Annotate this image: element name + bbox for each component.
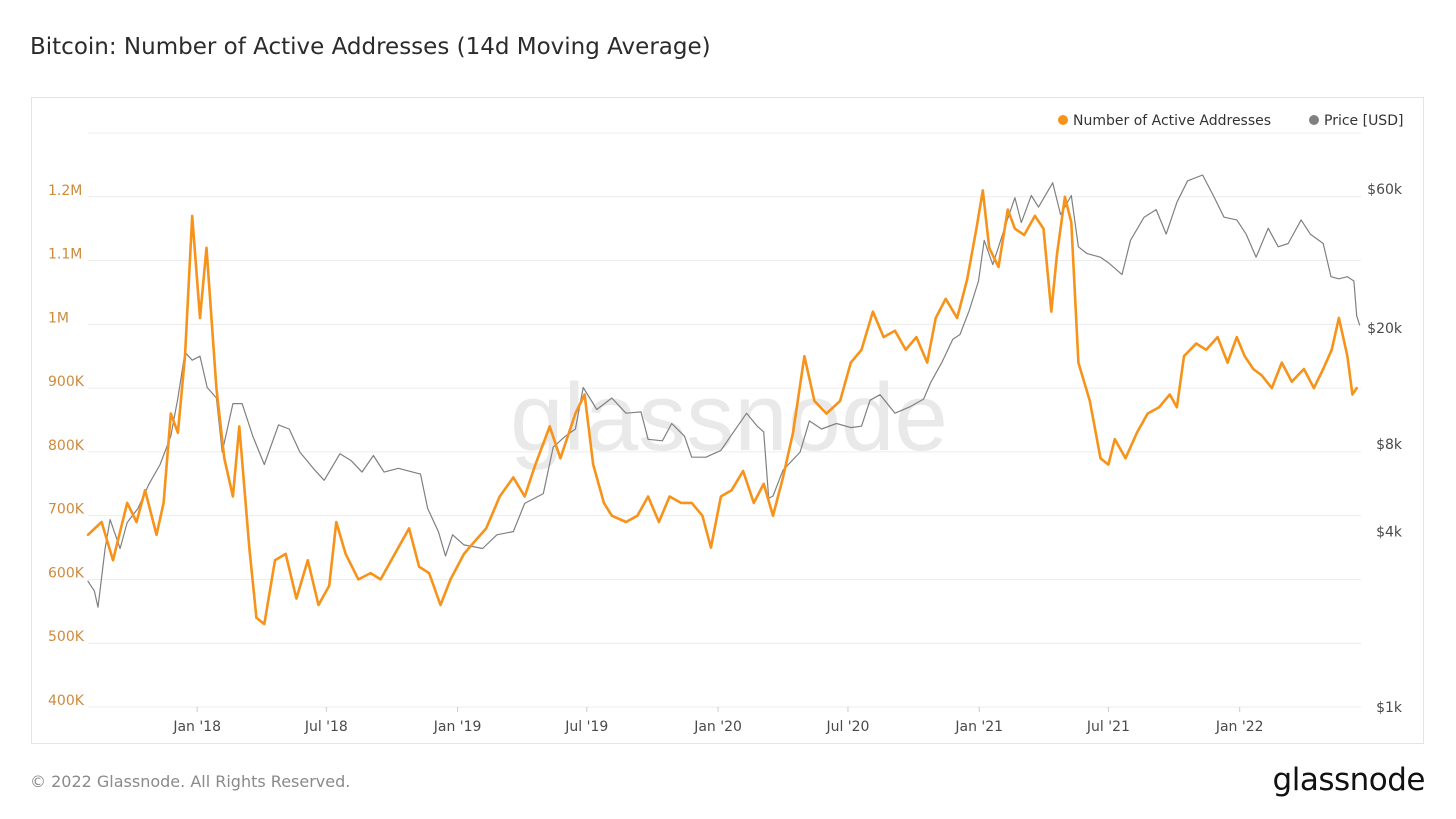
- copyright-text: © 2022 Glassnode. All Rights Reserved.: [30, 772, 351, 791]
- left-axis-tick-label: 400K: [48, 693, 85, 709]
- left-axis-tick-label: 1.1M: [48, 247, 82, 263]
- series-layer: [86, 174, 1361, 626]
- x-axis-tick-label: Jul '21: [1086, 719, 1130, 735]
- watermark: glassnode: [510, 364, 948, 471]
- right-axis-tick-label: $20k: [1367, 321, 1403, 337]
- chart-container: glassnode 400K 500K 600K 700K 800K 900K 1M 1.1M…: [31, 97, 1424, 744]
- legend-label-addresses: Number of Active Addresses: [1073, 113, 1271, 129]
- x-axis-tick-label: Jan '22: [1215, 719, 1264, 735]
- x-axis-tick-label: Jul '20: [825, 719, 869, 735]
- left-axis-tick-label: 500K: [48, 629, 85, 645]
- legend-marker-addresses: [1058, 115, 1068, 125]
- legend: Number of Active Addresses Price [USD]: [1058, 113, 1403, 129]
- x-axis-tick-label: Jan '18: [172, 719, 221, 735]
- right-axis: $1k $4k $8k $20k $60k: [1367, 182, 1403, 716]
- left-axis-tick-label: 1.2M: [48, 183, 82, 199]
- left-axis-tick-label: 700K: [48, 502, 85, 518]
- right-axis-tick-label: $60k: [1367, 182, 1403, 198]
- right-axis-tick-label: $1k: [1376, 700, 1403, 716]
- page-title: Bitcoin: Number of Active Addresses (14d…: [30, 34, 711, 60]
- left-axis-tick-label: 900K: [48, 374, 85, 390]
- price-series-line: [87, 174, 1361, 608]
- right-axis-tick-label: $4k: [1376, 525, 1403, 541]
- x-axis-tick-label: Jan '19: [433, 719, 482, 735]
- x-axis: Jan '18 Jul '18 Jan '19 Jul '19 Jan '20 Jul '…: [172, 707, 1264, 735]
- x-axis-tick-label: Jan '21: [954, 719, 1003, 735]
- active-addresses-series-line: [86, 189, 1358, 626]
- x-axis-tick-label: Jul '18: [304, 719, 348, 735]
- left-axis-tick-label: 600K: [48, 565, 85, 581]
- glassnode-logo[interactable]: glassnode: [1272, 762, 1426, 798]
- right-axis-tick-label: $8k: [1376, 437, 1403, 453]
- legend-label-price: Price [USD]: [1324, 113, 1403, 129]
- chart-svg: glassnode 400K 500K 600K 700K 800K 900K 1M 1.1M…: [48, 113, 1403, 735]
- left-axis-tick-label: 800K: [48, 438, 85, 454]
- left-axis: 400K 500K 600K 700K 800K 900K 1M 1.1M 1.2M: [48, 183, 85, 709]
- x-axis-tick-label: Jan '20: [693, 719, 742, 735]
- legend-marker-price: [1309, 115, 1319, 125]
- x-axis-tick-label: Jul '19: [564, 719, 608, 735]
- left-axis-tick-label: 1M: [48, 310, 69, 326]
